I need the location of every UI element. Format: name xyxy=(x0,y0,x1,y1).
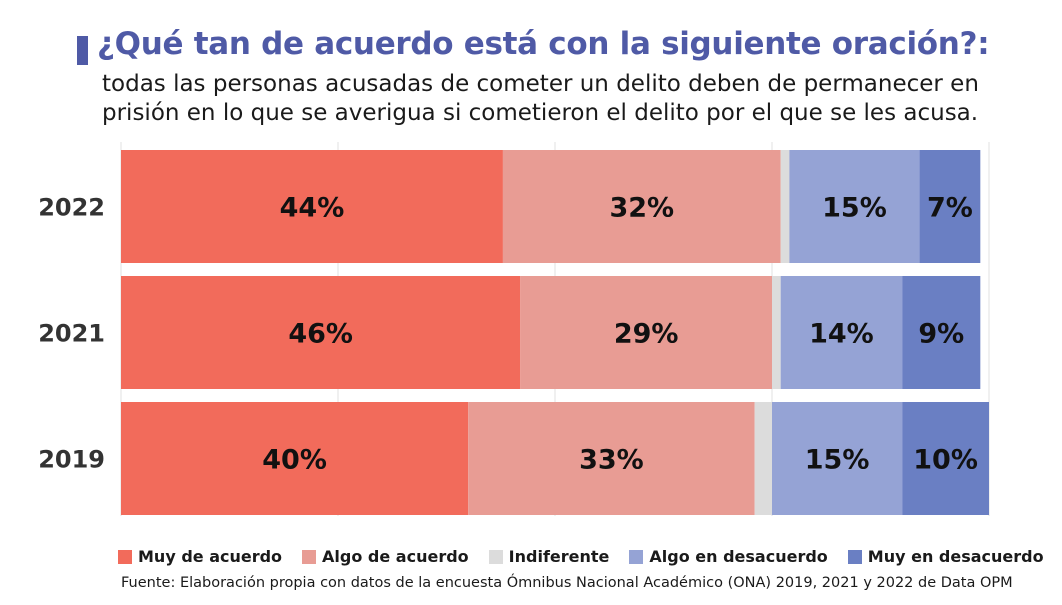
data-label-2022-algo-en-desacuerdo: 15% xyxy=(822,193,887,224)
bar-segment-2019-algo-de-acuerdo xyxy=(468,402,755,515)
bar-segment-2021-algo-en-desacuerdo xyxy=(780,276,903,389)
bar-segment-2022-muy-de-acuerdo xyxy=(121,150,503,263)
legend-label: Muy de acuerdo xyxy=(138,547,283,566)
legend-label: Algo en desacuerdo xyxy=(649,547,828,566)
year-label-2022: 2022 xyxy=(38,194,105,222)
chart-subtitle: todas las personas acusadas de cometer u… xyxy=(102,70,1042,128)
source-note: Fuente: Elaboración propia con datos de … xyxy=(121,575,1013,591)
bar-segment-2021-algo-de-acuerdo xyxy=(520,276,772,389)
legend-label: Algo de acuerdo xyxy=(322,547,469,566)
bar-segment-2019-indiferente xyxy=(754,402,772,515)
data-label-2019-muy-en-desacuerdo: 10% xyxy=(913,445,978,476)
data-label-2019-algo-de-acuerdo: 33% xyxy=(579,445,644,476)
bar-segment-2021-muy-en-desacuerdo xyxy=(902,276,981,389)
stacked-bar-chart: 2022 44% 32% 15% 7% 2021 46% 29% 14% 9% 2019 40% 33%… xyxy=(38,142,990,516)
legend-item: Muy de acuerdo xyxy=(118,547,282,566)
legend-swatch xyxy=(118,549,132,564)
data-label-2021-algo-en-desacuerdo: 14% xyxy=(809,319,874,350)
bar-segment-2021-muy-de-acuerdo xyxy=(121,276,521,389)
legend-swatch xyxy=(629,549,644,564)
data-label-2022-algo-de-acuerdo: 32% xyxy=(609,193,674,224)
subtitle-line-2: prisión en lo que se averigua si cometie… xyxy=(102,100,979,126)
bar-segment-2019-algo-en-desacuerdo xyxy=(772,402,903,515)
legend-label: Indiferente xyxy=(508,547,610,566)
bar-segment-2019-muy-de-acuerdo xyxy=(121,402,469,515)
title-accent-bar xyxy=(77,36,88,65)
data-label-2021-muy-de-acuerdo: 46% xyxy=(288,319,353,350)
bar-segment-2022-algo-de-acuerdo xyxy=(502,150,781,263)
data-label-2021-algo-de-acuerdo: 29% xyxy=(614,319,679,350)
legend-item: Muy en desacuerdo xyxy=(847,547,1044,566)
legend-swatch xyxy=(488,549,503,564)
data-label-2022-muy-en-desacuerdo: 7% xyxy=(927,193,973,224)
bar-segment-2022-muy-en-desacuerdo xyxy=(919,150,981,263)
legend-label: Muy en desacuerdo xyxy=(867,547,1044,566)
subtitle-line-1: todas las personas acusadas de cometer u… xyxy=(102,71,979,97)
data-label-2022-muy-de-acuerdo: 44% xyxy=(280,193,345,224)
data-label-2019-algo-en-desacuerdo: 15% xyxy=(805,445,870,476)
legend-item: Indiferente xyxy=(488,547,610,566)
legend-swatch xyxy=(847,549,862,564)
bar-segment-2022-indiferente xyxy=(780,150,790,263)
year-label-2021: 2021 xyxy=(38,320,105,348)
data-label-2021-muy-en-desacuerdo: 9% xyxy=(918,319,964,350)
bar-segment-2019-muy-en-desacuerdo xyxy=(902,402,989,515)
data-label-2019-muy-de-acuerdo: 40% xyxy=(262,445,327,476)
legend-swatch xyxy=(302,549,317,564)
bar-segment-2022-algo-en-desacuerdo xyxy=(789,150,920,263)
legend-item: Algo de acuerdo xyxy=(302,547,469,566)
chart-title: ¿Qué tan de acuerdo está con la siguient… xyxy=(97,26,990,62)
year-label-2019: 2019 xyxy=(38,446,105,474)
legend-item: Algo en desacuerdo xyxy=(629,547,828,566)
chart-legend: Muy de acuerdo Algo de acuerdo Indiferente… xyxy=(118,547,1062,566)
bar-segment-2021-indiferente xyxy=(772,276,781,389)
